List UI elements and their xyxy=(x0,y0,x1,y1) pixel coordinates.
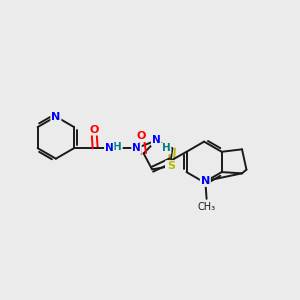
Text: N: N xyxy=(201,176,210,186)
Text: O: O xyxy=(89,124,99,135)
Text: S: S xyxy=(167,161,175,171)
Text: S: S xyxy=(166,161,174,171)
Text: H: H xyxy=(113,142,122,152)
Text: O: O xyxy=(136,131,146,141)
Text: H: H xyxy=(162,143,171,153)
Text: N: N xyxy=(132,143,141,153)
Text: CH₃: CH₃ xyxy=(197,202,216,212)
Text: N: N xyxy=(152,135,161,146)
Text: N: N xyxy=(105,143,114,153)
Text: N: N xyxy=(51,112,61,122)
